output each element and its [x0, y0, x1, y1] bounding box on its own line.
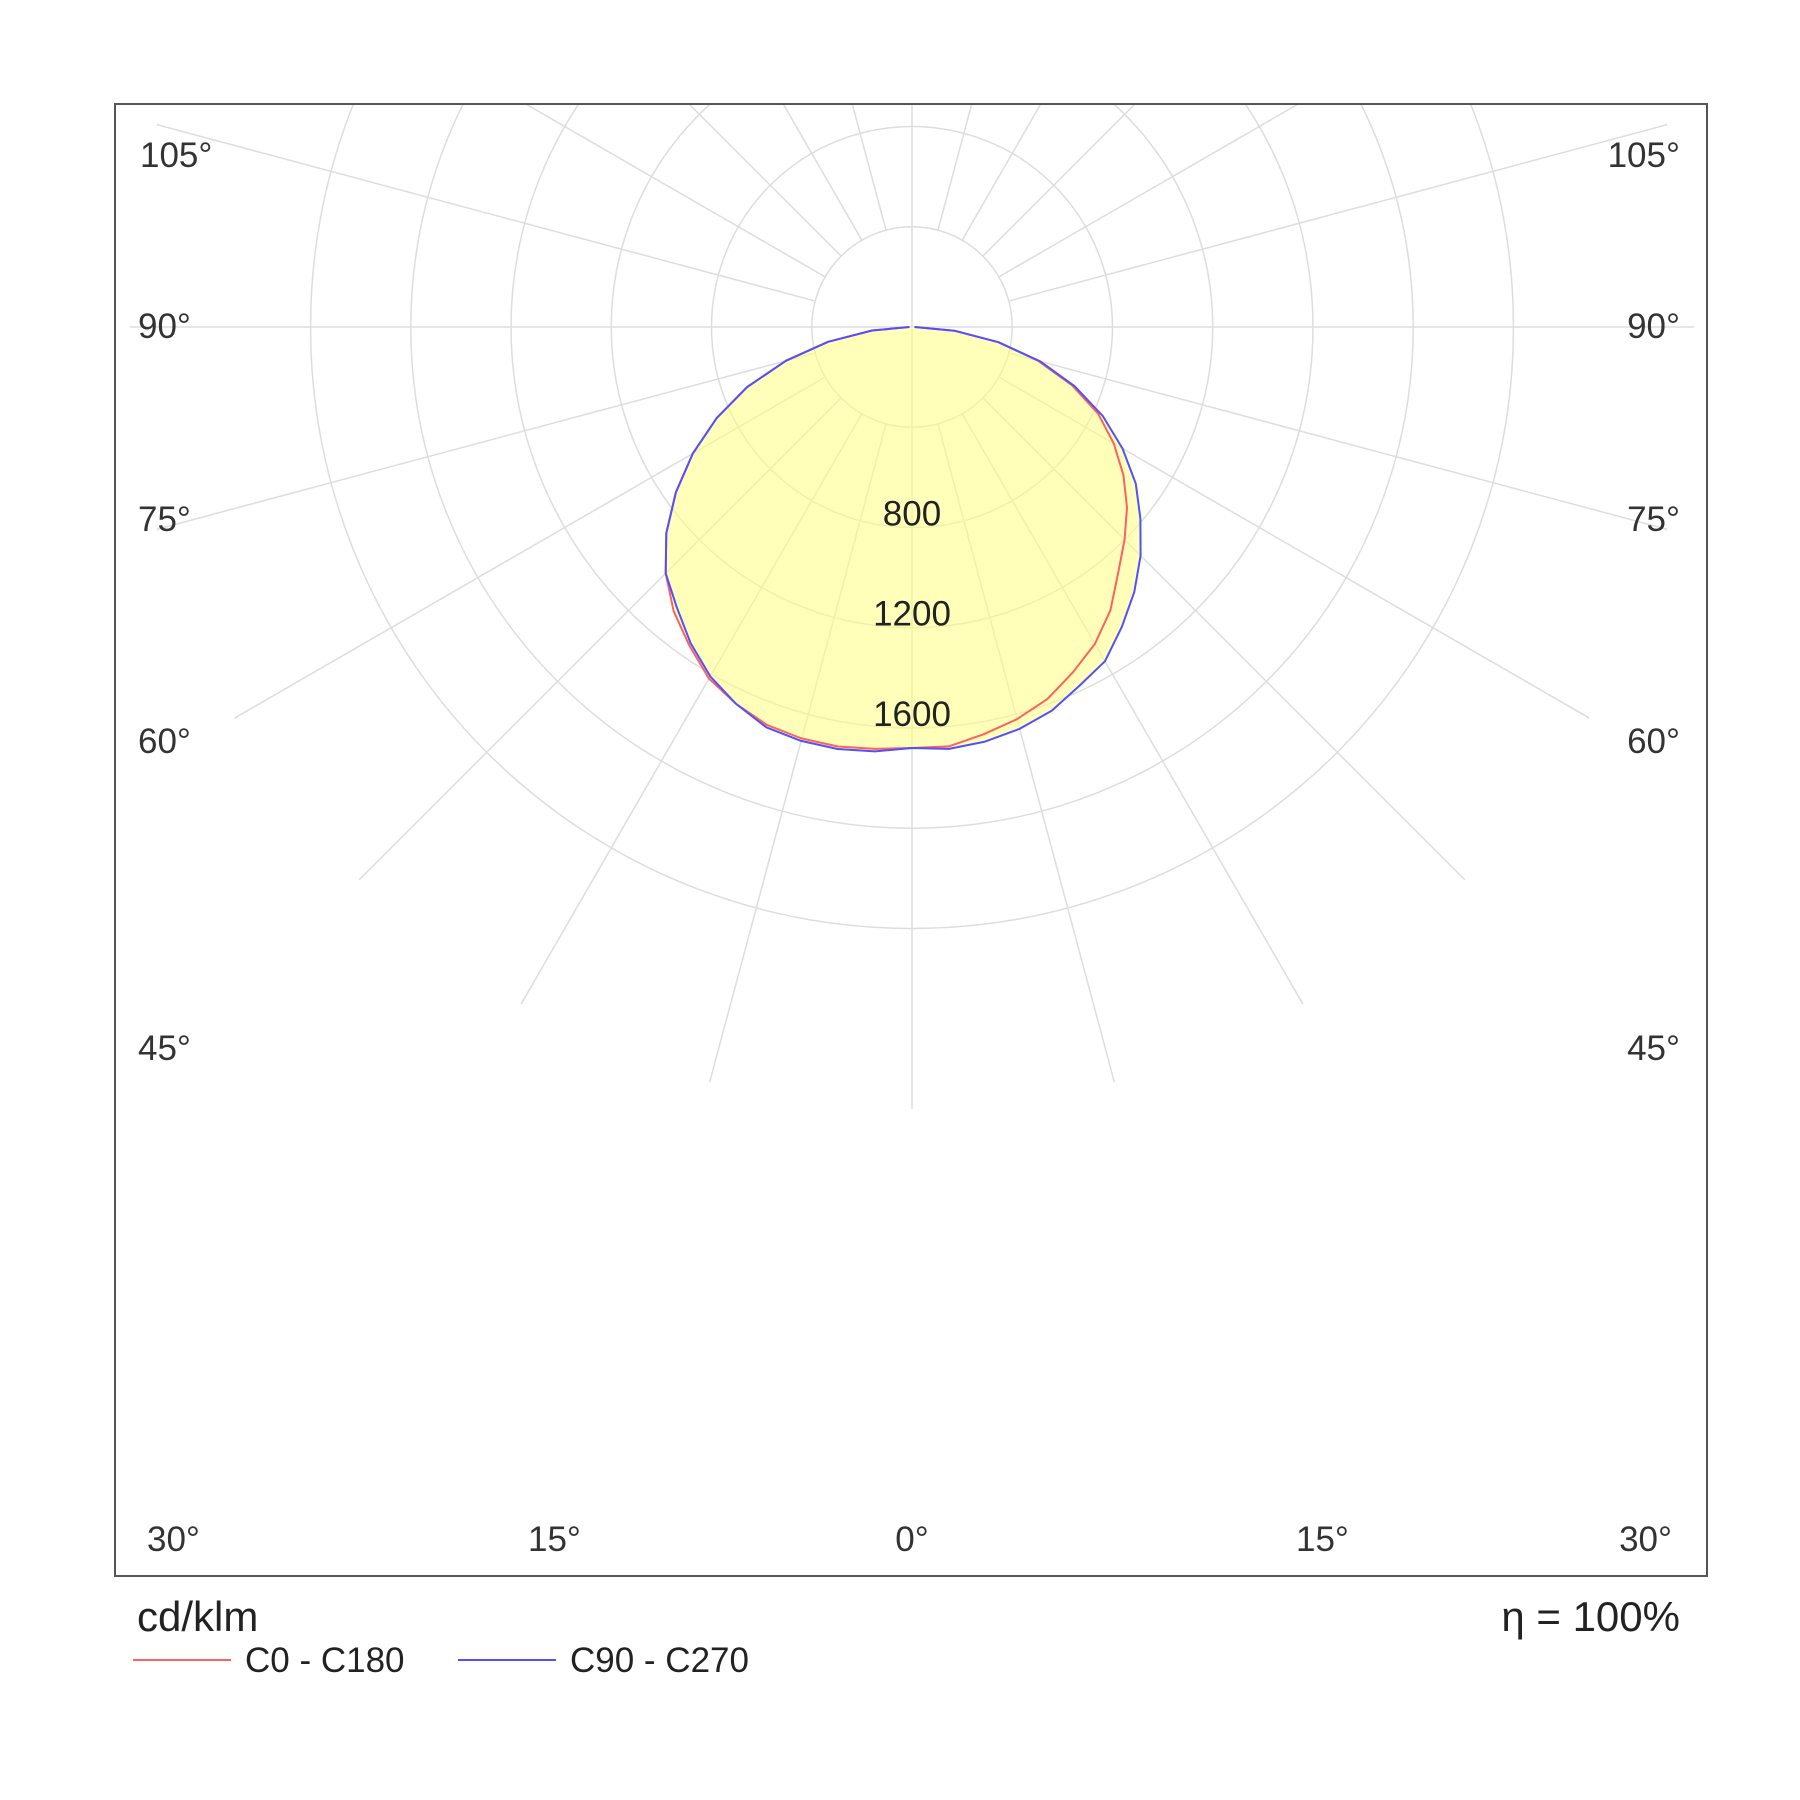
ring-label-1200: 1200 [873, 595, 951, 634]
angle-label-right-15: 15° [1296, 1520, 1349, 1559]
angle-label-right-90: 90° [1627, 307, 1680, 346]
series-line-c90-c270 [664, 326, 1142, 753]
efficiency-label: η = 100% [1501, 1593, 1680, 1640]
angle-label-left-45: 45° [138, 1029, 191, 1068]
distribution-area [665, 327, 1141, 752]
legend-label-c0-c180: C0 - C180 [245, 1641, 405, 1680]
legend-label-c90-c270: C90 - C270 [570, 1641, 749, 1680]
angle-label-right-45: 45° [1627, 1029, 1680, 1068]
angle-label-left-75: 75° [138, 500, 191, 539]
grid-spoke [937, 104, 973, 231]
angle-label-left-30: 30° [147, 1520, 200, 1559]
ring-labels: 800 1200 1600 [873, 494, 951, 733]
grid-spoke [982, 104, 1137, 257]
grid-spoke [998, 104, 1300, 278]
grid-spoke [1008, 352, 1668, 531]
grid-spoke [524, 104, 826, 278]
angle-label-right-60: 60° [1627, 722, 1680, 761]
ring-label-800: 800 [883, 494, 941, 533]
grid-spoke [782, 104, 863, 241]
ring-label-1600: 1600 [873, 695, 951, 734]
angle-label-left-90: 90° [138, 307, 191, 346]
angle-label-right-75: 75° [1627, 500, 1680, 539]
series-curves [664, 326, 1142, 753]
angle-label-left-15: 15° [528, 1520, 581, 1559]
unit-label: cd/klm [137, 1593, 258, 1640]
angle-label-right-105: 105° [1608, 136, 1680, 175]
grid-spoke [687, 104, 842, 257]
legend: C0 - C180 C90 - C270 [133, 1641, 749, 1680]
angle-label-0: 0° [895, 1520, 928, 1559]
grid-spoke [156, 123, 816, 302]
grid-spoke [1008, 123, 1668, 302]
angle-labels: 105° 105° 90° 90° 75° 75° 60° 60° 45° 45° 30° 30° 15… [138, 136, 1680, 1559]
plot-frame [114, 103, 1708, 1577]
grid-spoke [851, 104, 887, 231]
distribution-fill [665, 327, 1141, 752]
grid-spoke [156, 352, 816, 531]
angle-label-left-60: 60° [138, 722, 191, 761]
angle-label-right-30: 30° [1619, 1520, 1672, 1559]
angle-label-left-105: 105° [140, 136, 212, 175]
grid-spoke [961, 104, 1042, 241]
